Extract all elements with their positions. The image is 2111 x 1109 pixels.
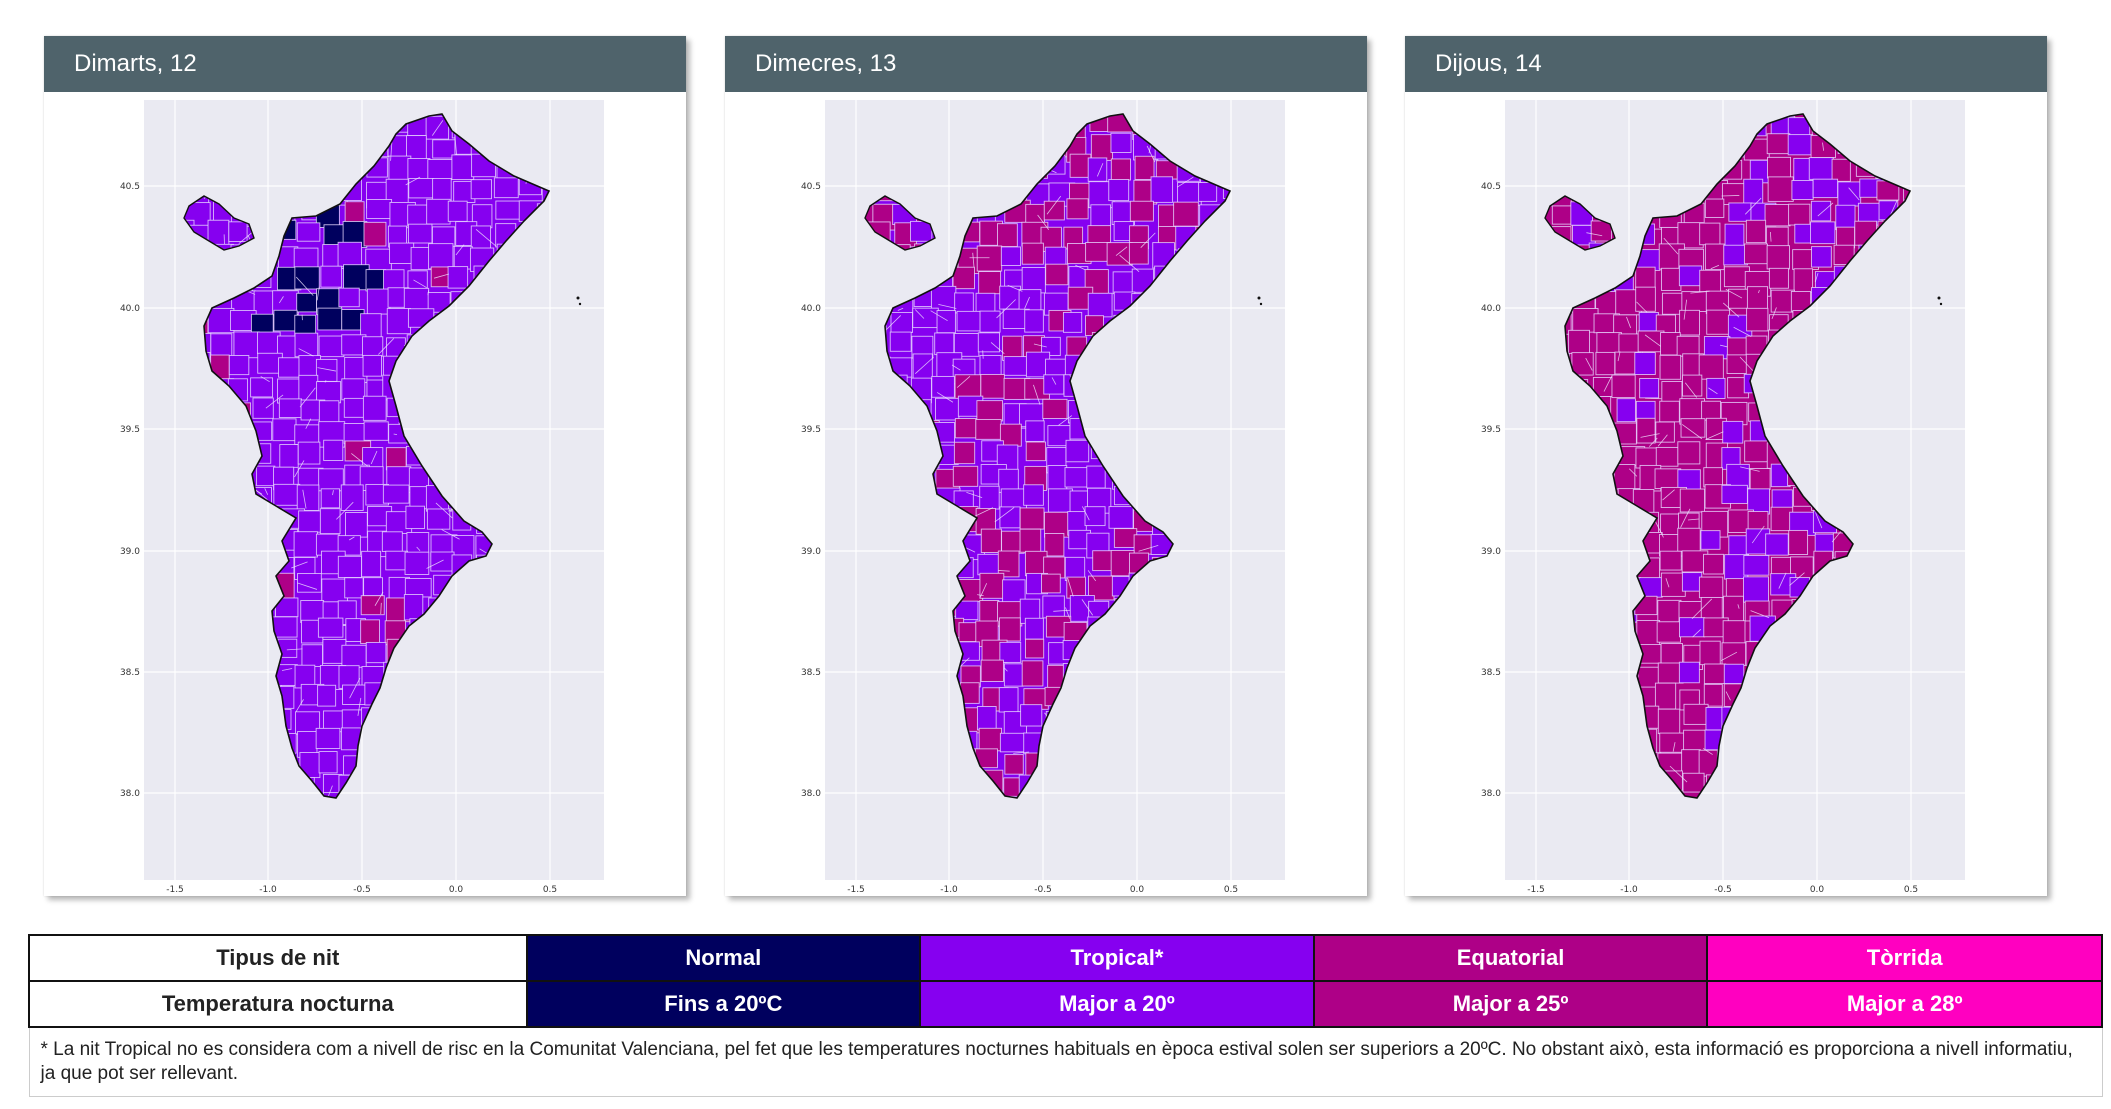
island-mark [1939,302,1943,306]
x-tick-label: 0.5 [1904,885,1918,895]
x-tick-label: 0.0 [449,885,464,895]
legend-row-label: Temperatura nocturna [28,980,528,1028]
x-tick-label: -1.0 [940,885,958,895]
legend-threshold-torrida: Major a 28º [1706,980,2103,1028]
legend-row-note: * La nit Tropical no es considera com a … [28,1026,2103,1097]
legend-threshold-tropical: Major a 20º [919,980,1315,1028]
x-tick-label: 0.0 [1130,885,1145,895]
x-tick-label: 0.5 [543,885,557,895]
legend-row-temperature: Temperatura nocturna Fins a 20ºC Major a… [28,980,2103,1028]
y-tick-label: 40.0 [120,304,140,314]
x-tick-label: -1.0 [259,885,277,895]
enclave-outline [183,195,255,251]
legend-threshold-normal: Fins a 20ºC [525,980,922,1028]
x-tick-label: -1.0 [1620,885,1638,895]
island-mark [1259,302,1263,306]
x-tick-label: 0.5 [1224,885,1238,895]
island-mark [1937,296,1941,300]
y-tick-label: 40.5 [120,182,140,192]
map-panel-dimarts: Dimarts, 12 -1.5 -1.0 -0.5 0.0 0.5 40.5 40.0 39… [44,36,686,896]
y-tick-label: 38.5 [120,668,140,678]
map-panel-dijous: Dijous, 14 -1.5 -1.0 -0.5 0.0 0.5 40.5 40.0 39.… [1405,36,2047,896]
y-tick-label: 40.5 [1481,182,1501,192]
x-tick-label: 0.0 [1810,885,1825,895]
panel-title: Dijous, 14 [1405,36,2047,92]
region-map: -1.5 -1.0 -0.5 0.0 0.5 40.5 40.0 39.5 39.0 38.5 38… [1481,100,1965,895]
x-tick-label: -1.5 [847,885,865,895]
island-mark [1257,296,1261,300]
y-tick-label: 39.0 [120,547,140,557]
legend-category-tropical: Tropical* [919,934,1315,982]
legend-row-label: Tipus de nit [28,934,528,982]
y-tick-label: 38.0 [120,789,140,799]
y-tick-label: 40.0 [1481,304,1501,314]
enclave-outline [864,195,936,251]
panel-title: Dimarts, 12 [44,36,686,92]
legend-category-normal: Normal [525,934,922,982]
legend-table: Tipus de nit Normal Tropical* Equatorial… [28,934,2103,1097]
x-tick-label: -1.5 [166,885,184,895]
x-tick-label: -0.5 [1714,885,1732,895]
y-tick-label: 38.5 [801,668,821,678]
region-outline [884,113,1232,799]
enclave-outline [1544,195,1616,251]
x-tick-label: -0.5 [353,885,371,895]
y-tick-label: 38.5 [1481,668,1501,678]
y-tick-label: 39.5 [120,425,140,435]
region-map: -1.5 -1.0 -0.5 0.0 0.5 40.5 40.0 39.5 39.0 38.5 38… [120,100,604,895]
panel-title: Dimecres, 13 [725,36,1367,92]
x-tick-label: -1.5 [1527,885,1545,895]
legend-category-torrida: Tòrrida [1706,934,2103,982]
region-map: -1.5 -1.0 -0.5 0.0 0.5 40.5 40.0 39.5 39.0 38.5 38… [801,100,1285,895]
y-tick-label: 40.0 [801,304,821,314]
y-tick-label: 39.0 [1481,547,1501,557]
y-tick-label: 38.0 [1481,789,1501,799]
y-tick-label: 39.0 [801,547,821,557]
island-mark [576,296,580,300]
y-tick-label: 38.0 [801,789,821,799]
region-outline [1564,113,1912,799]
x-tick-label: -0.5 [1034,885,1052,895]
footnote: * La nit Tropical no es considera com a … [28,1026,2103,1097]
island-mark [578,302,582,306]
y-tick-label: 39.5 [801,425,821,435]
region-outline [203,113,551,799]
legend-threshold-equatorial: Major a 25º [1312,980,1709,1028]
y-tick-label: 39.5 [1481,425,1501,435]
legend-row-night-type: Tipus de nit Normal Tropical* Equatorial… [28,934,2103,982]
map-panel-dimecres: Dimecres, 13 -1.5 -1.0 -0.5 0.0 0.5 40.5 40.0 3… [725,36,1367,896]
y-tick-label: 40.5 [801,182,821,192]
legend-category-equatorial: Equatorial [1312,934,1709,982]
